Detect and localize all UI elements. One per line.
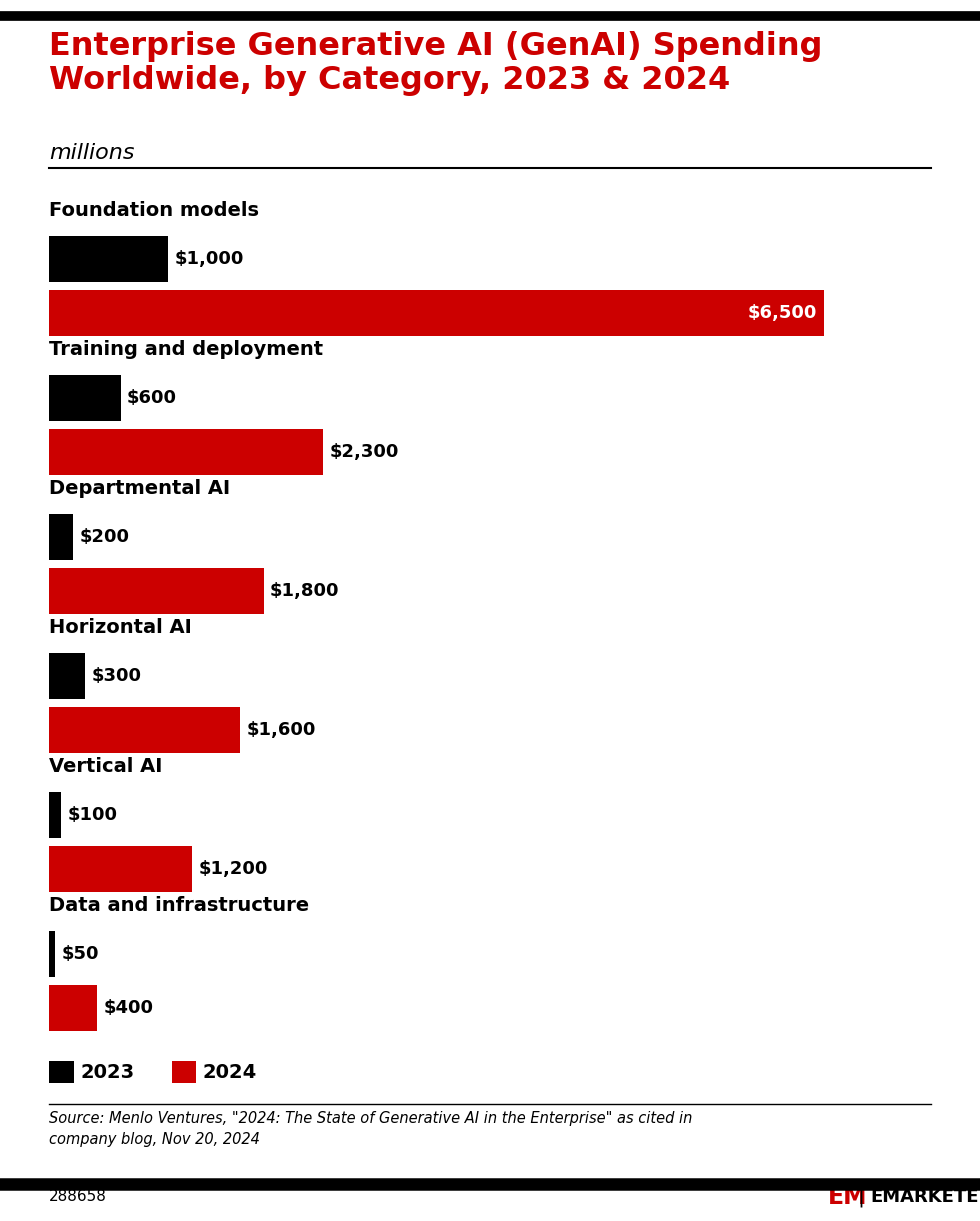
Text: $2,300: $2,300	[329, 443, 399, 462]
Text: $300: $300	[91, 667, 141, 685]
Text: $6,500: $6,500	[747, 304, 816, 322]
Text: Data and infrastructure: Data and infrastructure	[49, 896, 309, 915]
Bar	[49, 514, 73, 560]
Text: $50: $50	[62, 945, 99, 963]
Text: Source: Menlo Ventures, "2024: The State of Generative AI in the Enterprise" as : Source: Menlo Ventures, "2024: The State…	[49, 1111, 693, 1147]
Bar	[49, 792, 61, 838]
Bar	[49, 653, 84, 698]
Bar	[49, 375, 121, 421]
Bar	[49, 430, 323, 475]
Bar	[49, 568, 264, 614]
Text: $600: $600	[127, 389, 177, 407]
Text: Departmental AI: Departmental AI	[49, 479, 230, 498]
Text: $400: $400	[103, 999, 153, 1017]
Text: $200: $200	[79, 529, 129, 546]
Text: $1,200: $1,200	[199, 860, 268, 878]
Bar	[49, 707, 240, 753]
Bar	[49, 291, 824, 336]
Text: $100: $100	[68, 806, 118, 824]
Text: millions: millions	[49, 143, 134, 162]
Text: 2024: 2024	[203, 1062, 257, 1082]
Text: Foundation models: Foundation models	[49, 201, 259, 220]
Text: Vertical AI: Vertical AI	[49, 757, 163, 775]
Text: Training and deployment: Training and deployment	[49, 339, 323, 359]
Bar	[49, 985, 97, 1031]
Bar	[49, 846, 192, 891]
Bar	[49, 237, 169, 282]
Text: EMARKETER: EMARKETER	[870, 1188, 980, 1205]
Text: 288658: 288658	[49, 1189, 107, 1204]
Text: EM: EM	[828, 1184, 867, 1209]
Text: $1,000: $1,000	[174, 250, 244, 269]
Bar	[49, 932, 55, 977]
Text: |: |	[857, 1186, 864, 1208]
Text: Horizontal AI: Horizontal AI	[49, 618, 192, 637]
Text: Enterprise Generative AI (GenAI) Spending
Worldwide, by Category, 2023 & 2024: Enterprise Generative AI (GenAI) Spendin…	[49, 31, 822, 96]
Text: 2023: 2023	[80, 1062, 134, 1082]
Text: $1,800: $1,800	[270, 582, 340, 600]
Text: $1,600: $1,600	[246, 722, 316, 739]
